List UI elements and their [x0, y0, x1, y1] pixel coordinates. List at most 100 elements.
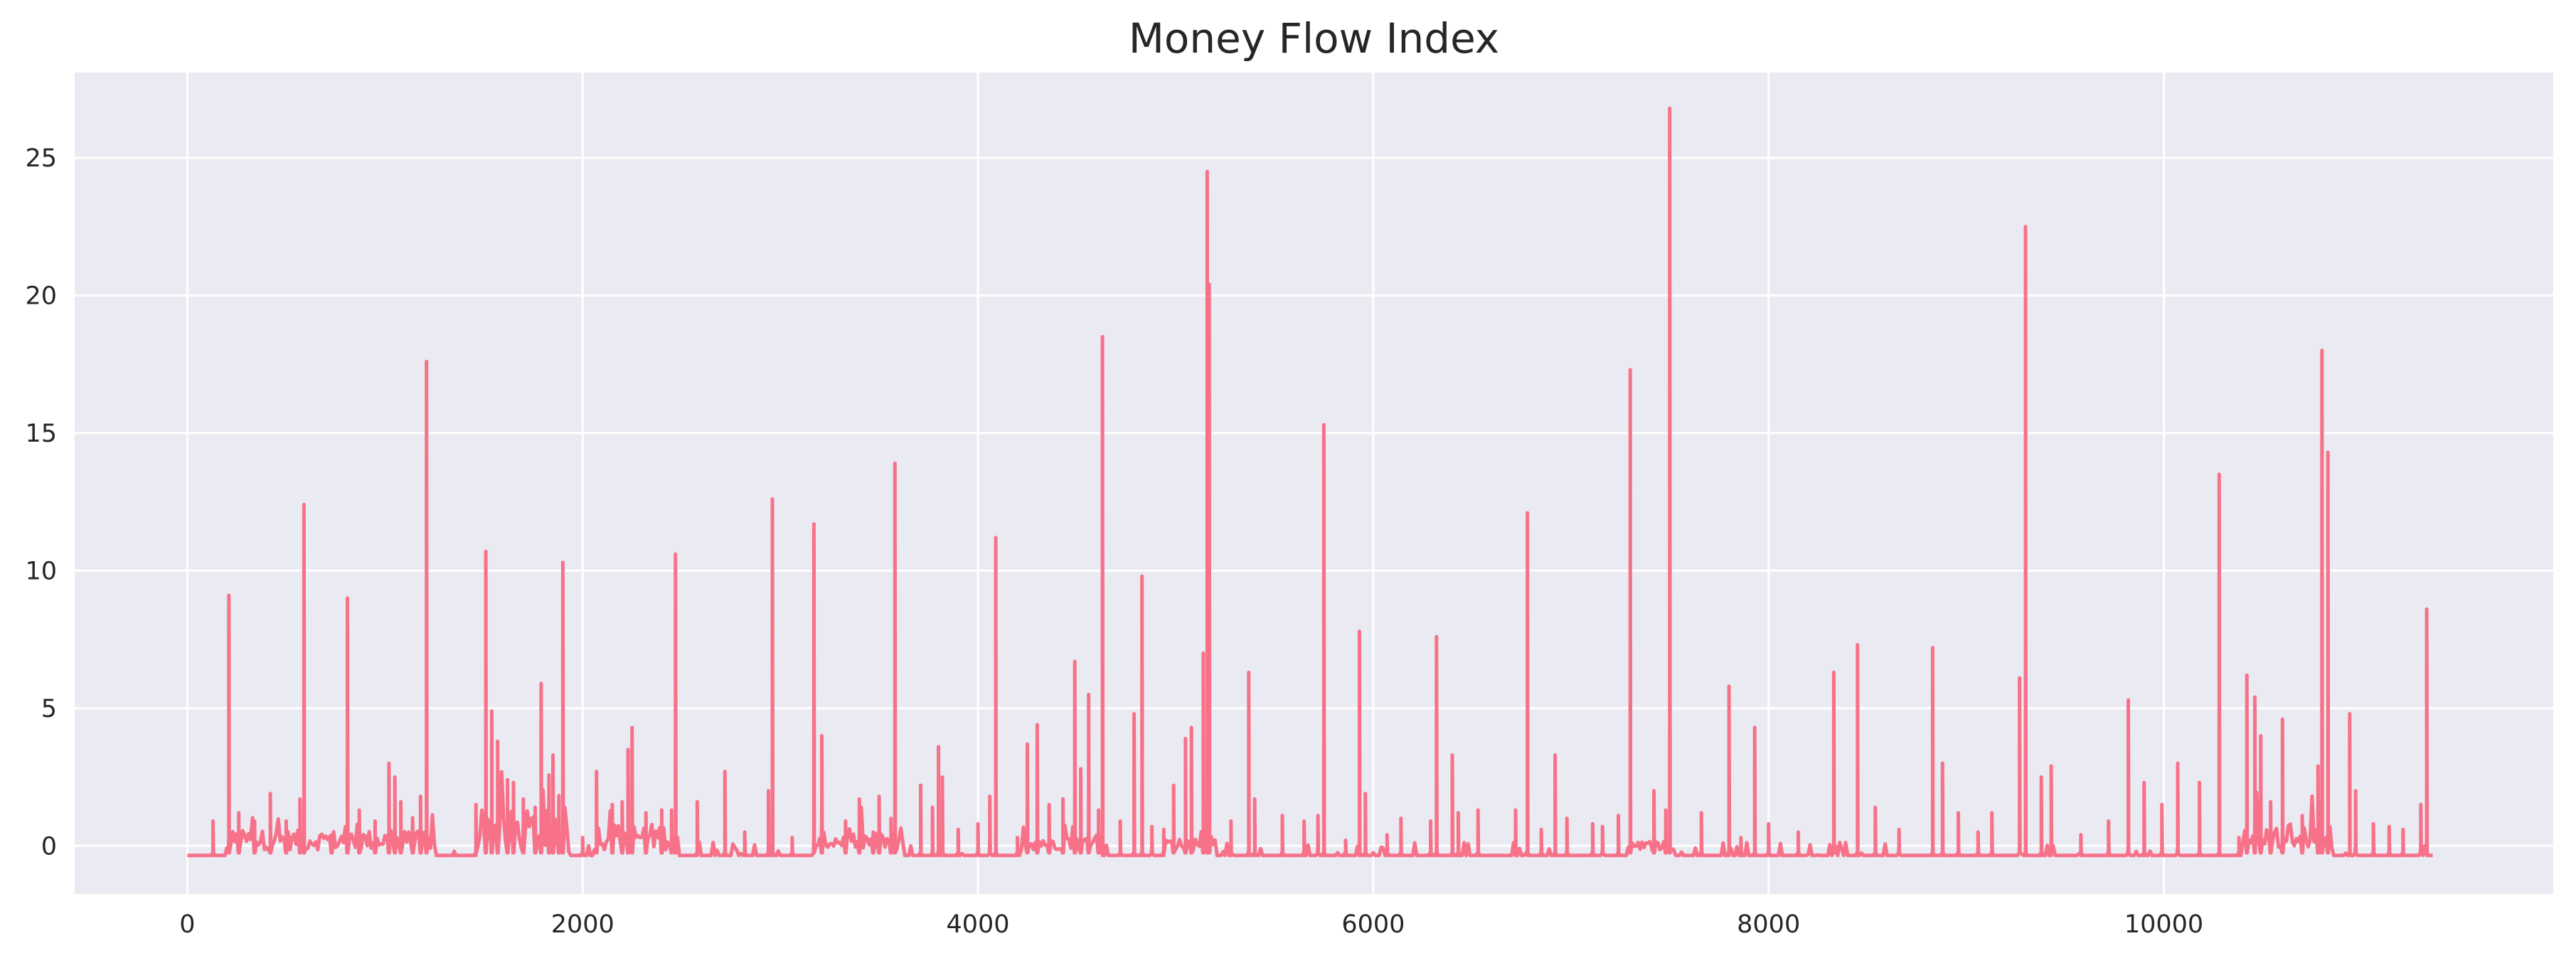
spike-point — [1435, 635, 1438, 639]
spike-point — [330, 833, 334, 836]
spike-point — [723, 770, 727, 773]
spike-point — [790, 836, 794, 839]
spike-point — [1451, 753, 1454, 757]
spike-point — [620, 800, 624, 804]
y-tick-label: 10 — [25, 557, 57, 585]
spike-point — [425, 360, 428, 363]
spike-point — [674, 553, 677, 556]
plot-background — [75, 73, 2553, 894]
spike-point — [1358, 629, 1361, 633]
spike-point — [1591, 822, 1595, 826]
spike-point — [452, 850, 456, 853]
spike-point — [581, 836, 585, 839]
spike-point — [1457, 811, 1460, 814]
spike-point — [2142, 781, 2146, 784]
spike-point — [490, 709, 494, 713]
spike-point — [610, 803, 614, 807]
spike-point — [1281, 814, 1284, 817]
spike-point — [1079, 767, 1082, 770]
y-tick-label: 5 — [41, 695, 57, 723]
spike-point — [1990, 811, 1994, 814]
spike-point — [533, 806, 537, 809]
x-tick-label: 4000 — [947, 910, 1010, 939]
spike-point — [227, 594, 230, 597]
spike-point — [269, 792, 272, 795]
spike-point — [1208, 282, 1211, 286]
spike-point — [2259, 734, 2262, 738]
spike-point — [547, 794, 550, 798]
spike-point — [843, 819, 847, 823]
spike-point — [2326, 450, 2330, 454]
spike-point — [871, 830, 875, 834]
spike-point — [399, 800, 403, 804]
x-tick-label: 0 — [179, 910, 195, 939]
spike-point — [1898, 828, 1901, 831]
x-tick-label: 6000 — [1341, 910, 1405, 939]
spike-point — [539, 681, 543, 685]
spike-point — [2372, 822, 2375, 826]
spike-point — [976, 822, 980, 826]
spike-point — [1363, 792, 1367, 795]
spike-point — [1540, 828, 1543, 831]
series-layer — [187, 106, 2433, 858]
spike-point — [670, 808, 674, 812]
spike-point — [931, 806, 935, 809]
x-tick-label: 8000 — [1737, 910, 1800, 939]
y-tick-label: 0 — [41, 832, 57, 861]
spike-point — [1957, 811, 1960, 814]
spike-point — [2176, 762, 2179, 765]
spike-point — [2354, 789, 2358, 792]
spike-point — [1832, 671, 1836, 674]
spike-point — [1048, 803, 1051, 807]
spike-point — [2198, 781, 2201, 784]
spike-point — [941, 775, 944, 779]
spike-point — [484, 550, 488, 553]
spike-point — [2040, 775, 2043, 779]
x-axis-ticks: 0 2000 4000 6000 8000 10000 — [179, 910, 2203, 939]
spike-point — [1476, 808, 1480, 812]
spike-point — [1172, 784, 1176, 787]
y-tick-label: 15 — [25, 420, 57, 448]
spike-point — [1205, 170, 1209, 174]
spike-point — [1429, 819, 1432, 823]
spike-point — [2401, 828, 2405, 831]
spike-point — [743, 830, 747, 834]
spike-point — [2316, 765, 2320, 768]
spike-point — [2425, 607, 2429, 611]
spike-point — [1526, 511, 1529, 515]
spike-point — [1302, 819, 1306, 823]
spike-point — [858, 797, 861, 801]
spike-point — [1190, 725, 1193, 729]
spike-point — [1073, 660, 1077, 664]
spike-point — [2320, 349, 2324, 352]
spike-point — [2218, 472, 2221, 476]
spike-point — [1739, 836, 1742, 839]
spike-point — [284, 819, 288, 823]
spike-point — [506, 778, 509, 782]
spike-point — [2348, 712, 2351, 715]
spike-point — [1941, 762, 1944, 765]
spike-point — [561, 560, 565, 564]
spike-point — [937, 745, 940, 748]
spike-point — [893, 462, 897, 465]
spike-point — [595, 770, 598, 773]
spike-point — [630, 725, 634, 729]
spike-point — [1553, 753, 1557, 757]
spike-point — [2023, 225, 2027, 228]
spike-point — [1617, 814, 1620, 817]
spike-point — [1036, 723, 1039, 727]
spike-point — [1101, 335, 1105, 339]
spike-point — [2107, 819, 2110, 823]
spike-point — [1061, 797, 1065, 801]
spike-point — [1247, 671, 1250, 674]
spike-point — [2079, 833, 2082, 836]
spike-point — [660, 808, 664, 812]
spike-point — [358, 808, 361, 812]
spike-point — [1976, 830, 1980, 834]
spike-point — [1201, 651, 1205, 655]
spike-point — [2269, 800, 2272, 804]
spike-point — [1565, 816, 1569, 820]
spike-point — [812, 522, 816, 526]
